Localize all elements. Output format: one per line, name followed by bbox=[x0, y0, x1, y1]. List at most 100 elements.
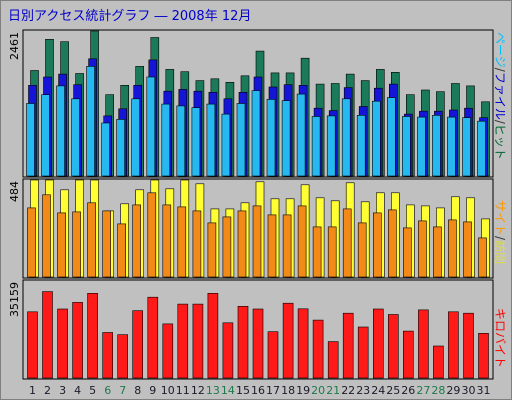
day-label-16: 16 bbox=[251, 384, 265, 397]
hits-bar-ページ-13 bbox=[206, 103, 216, 177]
chart-title: 日別アクセス統計グラフ ― 2008年 12月 bbox=[8, 8, 251, 24]
visits-bar-サイト-7 bbox=[117, 223, 126, 278]
visits-bar-サイト-19 bbox=[297, 205, 307, 278]
kilobytes-bar-キロバイト-9 bbox=[147, 296, 159, 379]
hits-bar-ページ-19 bbox=[296, 93, 306, 177]
visits-bar-サイト-17 bbox=[267, 214, 277, 278]
day-label-6: 6 bbox=[104, 384, 111, 397]
visits-bar-サイト-8 bbox=[132, 204, 141, 278]
day-label-14: 14 bbox=[221, 384, 235, 397]
kilobytes-bar-キロバイト-13 bbox=[207, 292, 219, 379]
hits-bar-ページ-1 bbox=[26, 103, 35, 177]
hits-bar-ページ-11 bbox=[176, 105, 186, 177]
kilobytes-bar-キロバイト-3 bbox=[57, 308, 68, 379]
kilobytes-bar-キロバイト-17 bbox=[267, 331, 279, 379]
visits-bar-サイト-2 bbox=[42, 194, 51, 278]
kilobytes-bar-キロバイト-25 bbox=[387, 314, 399, 379]
visits-bar-サイト-1 bbox=[27, 207, 36, 278]
day-label-19: 19 bbox=[296, 384, 310, 397]
day-label-25: 25 bbox=[386, 384, 400, 397]
panel-kilobytes bbox=[22, 279, 494, 380]
visits-bar-サイト-29 bbox=[448, 219, 457, 278]
visits-bar-サイト-12 bbox=[192, 210, 202, 278]
hits-bar-ページ-6 bbox=[101, 122, 110, 177]
hits-bar-ページ-10 bbox=[161, 103, 171, 177]
day-label-11: 11 bbox=[176, 384, 190, 397]
visits-axis-label: サイト/訪問 bbox=[493, 200, 508, 264]
hits-bar-ページ-18 bbox=[281, 100, 291, 177]
visits-bar-サイト-3 bbox=[57, 212, 66, 278]
day-label-12: 12 bbox=[191, 384, 205, 397]
day-label-18: 18 bbox=[281, 384, 295, 397]
day-label-9: 9 bbox=[149, 384, 156, 397]
day-label-22: 22 bbox=[341, 384, 355, 397]
day-label-15: 15 bbox=[236, 384, 250, 397]
hits-bar-ページ-15 bbox=[236, 103, 246, 177]
day-label-2: 2 bbox=[44, 384, 51, 397]
hits-bar-ページ-16 bbox=[251, 90, 261, 177]
day-label-10: 10 bbox=[161, 384, 175, 397]
axis-label-part-3: / bbox=[493, 120, 507, 125]
kilobytes-bar-キロバイト-31 bbox=[478, 332, 489, 379]
kilobytes-bar-キロバイト-23 bbox=[357, 326, 369, 379]
day-label-8: 8 bbox=[134, 384, 141, 397]
day-label-30: 30 bbox=[462, 384, 476, 397]
hits-bar-ページ-29 bbox=[447, 116, 456, 177]
axis-label-part-1: / bbox=[493, 236, 507, 241]
kilobytes-bar-キロバイト-29 bbox=[448, 311, 459, 379]
kilobytes-bar-キロバイト-4 bbox=[72, 302, 83, 379]
axis-label-part-0: ページ bbox=[493, 32, 507, 68]
axis-label-part-0: サイト bbox=[493, 200, 507, 236]
visits-bar-サイト-31 bbox=[478, 237, 487, 278]
day-label-13: 13 bbox=[206, 384, 220, 397]
day-label-3: 3 bbox=[59, 384, 66, 397]
kilobytes-ytick-label: 35159 bbox=[8, 282, 21, 317]
kilobytes-bar-キロバイト-24 bbox=[372, 308, 384, 379]
day-label-28: 28 bbox=[431, 384, 445, 397]
visits-bar-サイト-25 bbox=[387, 209, 397, 278]
visits-bar-サイト-4 bbox=[72, 211, 81, 278]
hits-bar-ページ-31 bbox=[477, 120, 486, 177]
kilobytes-bar-キロバイト-10 bbox=[162, 323, 174, 379]
kilobytes-bar-キロバイト-28 bbox=[433, 345, 444, 379]
day-label-4: 4 bbox=[74, 384, 81, 397]
kilobytes-bar-キロバイト-2 bbox=[42, 291, 53, 379]
day-label-21: 21 bbox=[326, 384, 340, 397]
axis-label-part-2: ファイル bbox=[493, 72, 507, 120]
visits-bar-サイト-24 bbox=[372, 212, 382, 278]
hits-bar-ページ-7 bbox=[116, 119, 125, 177]
hits-bar-ページ-27 bbox=[417, 116, 426, 177]
kilobytes-bars bbox=[27, 291, 489, 379]
hits-bar-ページ-20 bbox=[311, 116, 321, 177]
visits-bar-サイト-16 bbox=[252, 205, 262, 278]
kilobytes-bar-キロバイト-30 bbox=[463, 312, 474, 379]
day-label-26: 26 bbox=[401, 384, 415, 397]
axis-label-part-1: / bbox=[493, 68, 507, 73]
visits-ytick-label: 484 bbox=[8, 181, 21, 202]
day-labels: 1 2 3 4 5 6 7 8 9 10 11 12 13 14 15 16 17 18 19 20 21 22 23 24 2… bbox=[29, 384, 491, 397]
visits-bar-サイト-11 bbox=[177, 206, 187, 278]
kilobytes-bar-キロバイト-11 bbox=[177, 303, 189, 379]
hits-bar-ページ-5 bbox=[86, 66, 95, 177]
hits-bar-ページ-23 bbox=[356, 115, 366, 177]
visits-bar-サイト-9 bbox=[147, 192, 157, 278]
visits-bar-サイト-27 bbox=[418, 220, 427, 278]
kilobytes-bar-キロバイト-6 bbox=[102, 332, 113, 379]
visits-bar-サイト-13 bbox=[207, 222, 217, 278]
visits-bar-サイト-28 bbox=[433, 226, 442, 278]
hits-bar-ページ-30 bbox=[462, 117, 471, 177]
kilobytes-bar-キロバイト-18 bbox=[282, 302, 294, 379]
day-label-31: 31 bbox=[477, 384, 491, 397]
hits-bar-ページ-22 bbox=[341, 98, 351, 177]
day-label-23: 23 bbox=[356, 384, 370, 397]
panel-hits bbox=[22, 29, 494, 178]
kilobytes-bar-キロバイト-19 bbox=[297, 308, 309, 379]
hits-bar-ページ-26 bbox=[401, 116, 411, 177]
kilobytes-bar-キロバイト-5 bbox=[87, 292, 98, 379]
kilobytes-bar-キロバイト-27 bbox=[418, 309, 429, 379]
day-label-24: 24 bbox=[371, 384, 385, 397]
hits-bar-ページ-25 bbox=[386, 97, 396, 177]
visits-bar-サイト-18 bbox=[282, 214, 292, 278]
kilobytes-bar-キロバイト-16 bbox=[252, 308, 264, 379]
